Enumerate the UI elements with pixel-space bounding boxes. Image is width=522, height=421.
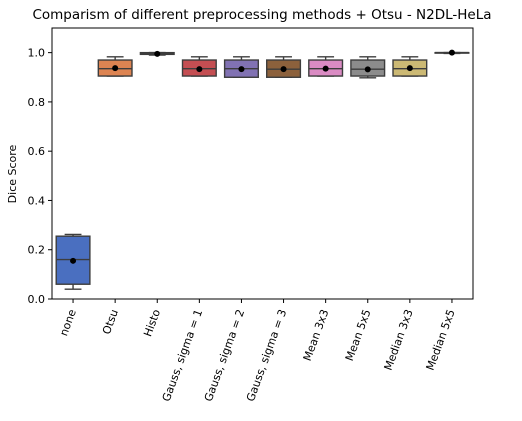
mean-point [238,66,245,73]
mean-point [112,65,119,72]
y-tick-label: 0.4 [28,194,46,207]
y-tick-label: 0.0 [28,293,46,306]
x-tick-label: Mean 5x5 [343,308,374,363]
chart-title: Comparism of different preprocessing met… [32,7,491,23]
mean-point [70,257,77,264]
x-tick-label: Gauss, sigma = 2 [202,308,247,404]
y-tick-label: 0.8 [28,96,46,109]
mean-point [280,66,287,73]
x-tick-label: Median 3x3 [382,308,416,373]
x-tick-label: Mean 3x3 [301,308,332,363]
y-axis-label: Dice Score [6,144,19,203]
x-tick-label: Otsu [100,308,121,337]
y-tick-label: 0.2 [28,244,46,257]
x-tick-label: Gauss, sigma = 3 [244,308,289,404]
mean-point [196,66,203,73]
y-tick-label: 0.6 [28,145,46,158]
mean-point [322,65,329,72]
x-tick-label: none [57,307,79,337]
x-tick-label: Gauss, sigma = 1 [160,308,205,404]
mean-point [448,49,455,56]
y-tick-label: 1.0 [28,47,46,60]
x-tick-label: Median 5x5 [424,308,458,373]
mean-point [364,66,371,73]
plot-frame [51,27,474,300]
mean-point [406,65,413,72]
x-tick-label: Histo [141,307,163,338]
mean-point [154,50,161,57]
